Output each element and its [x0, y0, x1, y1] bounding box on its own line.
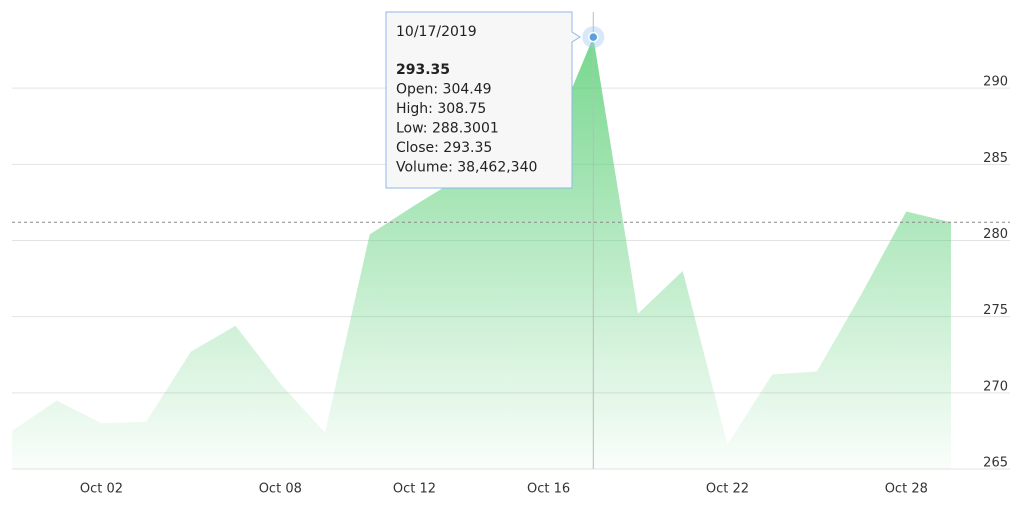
y-tick-label: 290 — [983, 75, 1008, 90]
x-tick-label: Oct 02 — [80, 482, 123, 497]
y-tick-label: 285 — [983, 151, 1008, 166]
tooltip-row: Open: 304.49 — [396, 82, 492, 98]
x-tick-label: Oct 22 — [706, 482, 749, 497]
y-tick-label: 265 — [983, 456, 1008, 471]
tooltip-row: 293.35 — [396, 62, 450, 78]
x-tick-label: Oct 28 — [885, 482, 928, 497]
x-tick-label: Oct 12 — [393, 482, 436, 497]
area — [12, 37, 951, 469]
tooltip: 10/17/2019 293.35 Open: 304.49 High: 308.75… — [385, 11, 581, 189]
tooltip-row: Close: 293.35 — [396, 140, 492, 156]
x-tick-label: Oct 08 — [259, 482, 302, 497]
y-tick-label: 270 — [983, 379, 1008, 394]
x-tick-label: Oct 16 — [527, 482, 570, 497]
tooltip-box — [385, 11, 581, 189]
hover-point — [588, 31, 599, 43]
tooltip-row: Volume: 38,462,340 — [396, 160, 537, 176]
y-tick-label: 280 — [983, 227, 1008, 242]
tooltip-row: Low: 288.3001 — [396, 121, 499, 137]
tooltip-row: High: 308.75 — [396, 101, 486, 117]
y-tick-label: 275 — [983, 303, 1008, 318]
tooltip-date: 10/17/2019 — [396, 24, 477, 40]
